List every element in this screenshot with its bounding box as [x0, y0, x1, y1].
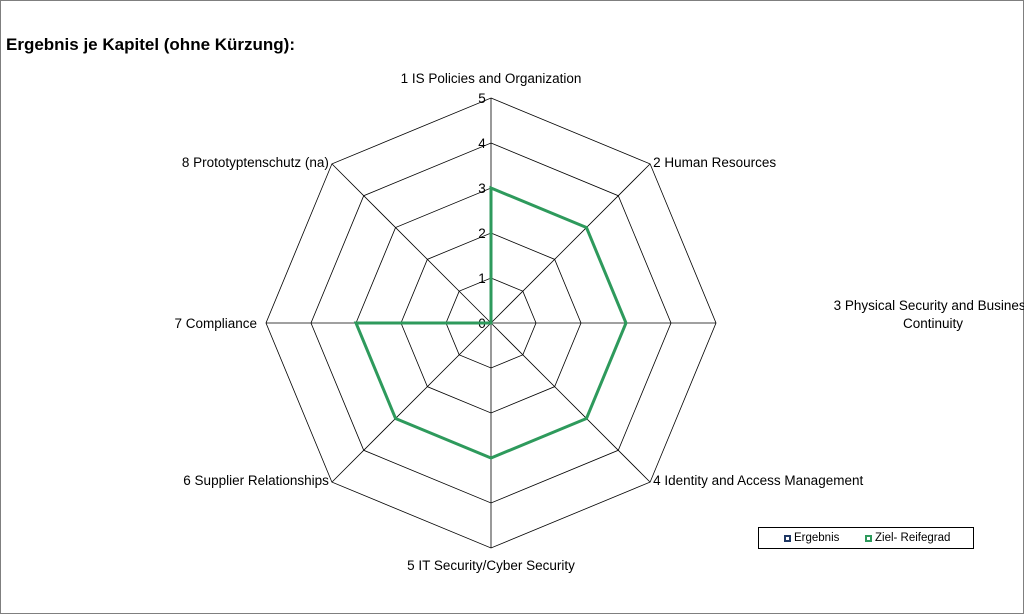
- legend: Ergebnis Ziel- Reifegrad: [758, 527, 974, 549]
- chart-title: Ergebnis je Kapitel (ohne Kürzung):: [6, 35, 296, 54]
- tick-label-1: 1: [478, 271, 486, 286]
- tick-label-4: 4: [478, 136, 486, 151]
- category-label-1: 1 IS Policies and Organization: [401, 71, 582, 86]
- spoke-8: [331, 163, 492, 324]
- tick-label-5: 5: [478, 91, 486, 106]
- legend-label-ziel-reifegrad: Ziel- Reifegrad: [875, 532, 951, 544]
- legend-swatch-ziel-reifegrad: [865, 534, 872, 542]
- legend-item-ziel-reifegrad: Ziel- Reifegrad: [865, 532, 950, 544]
- legend-item-ergebnis: Ergebnis: [784, 532, 839, 544]
- legend-swatch-ergebnis: [784, 534, 791, 542]
- category-label-8: 8 Prototyptenschutz (na): [182, 155, 329, 170]
- category-label-5: 5 IT Security/Cyber Security: [407, 558, 575, 573]
- spoke-4: [490, 322, 651, 483]
- tick-label-3: 3: [478, 181, 486, 196]
- spoke-2: [490, 163, 651, 324]
- spoke-6: [331, 322, 492, 483]
- series-line-ziel-reifegrad: [353, 185, 628, 460]
- category-label-7: 7 Compliance: [174, 316, 257, 331]
- category-label-6: 6 Supplier Relationships: [183, 473, 329, 488]
- category-label-3: 3 Physical Security and Business Continui…: [834, 298, 1024, 331]
- legend-label-ergebnis: Ergebnis: [794, 532, 840, 544]
- tick-label-2: 2: [478, 226, 486, 241]
- category-label-2: 2 Human Resources: [653, 155, 776, 170]
- category-label-4: 4 Identity and Access Management: [653, 473, 863, 488]
